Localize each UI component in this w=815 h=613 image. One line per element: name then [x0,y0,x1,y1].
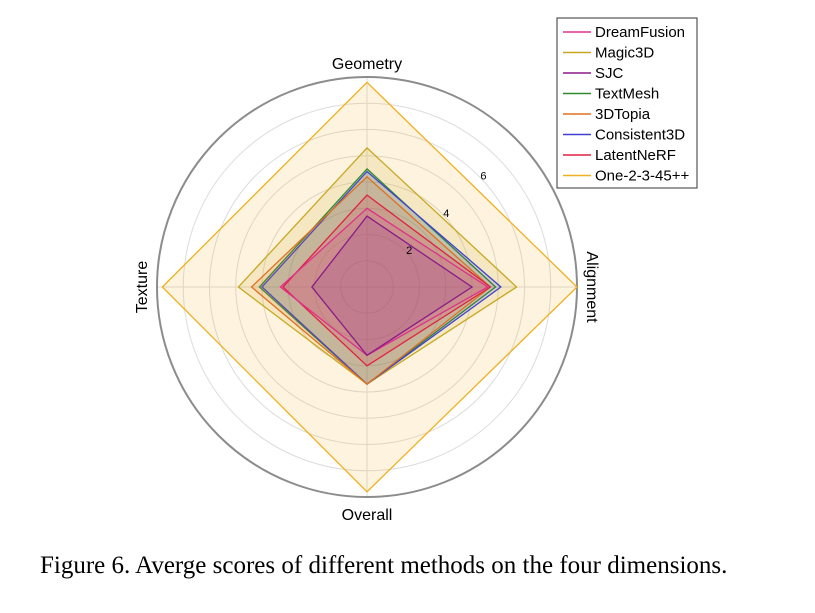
axis-label-texture: Texture [134,261,151,314]
tick-label: 4 [443,208,449,220]
legend-entry-dreamfusion: DreamFusion [595,24,685,41]
series-polygon-one-2-3-45- [161,81,578,493]
legend: DreamFusion Magic3D SJC TextMesh 3DTopia Cons… [556,17,698,189]
legend-entry-textmesh: TextMesh [595,86,659,103]
series-polygons [161,81,578,493]
legend-entry-3dtopia: 3DTopia [595,106,651,123]
legend-entry-consistent3d: Consistent3D [595,127,685,144]
legend-entry-magic3d: Magic3D [595,45,654,62]
axis-label-alignment: Alignment [583,251,600,323]
figure-caption: Figure 6. Averge scores of different met… [40,552,728,579]
series-polygon-3dtopia [250,175,492,385]
axis-label-overall: Overall [342,507,393,524]
legend-box [556,17,698,189]
tick-label: 2 [406,245,412,257]
series-polygon-sjc [311,215,474,357]
radar-chart: 2 4 6 Geometry Alignment Overall Texture Drea… [134,17,698,524]
legend-entry-sjc: SJC [595,65,624,82]
radial-tick-labels: 2 4 6 [406,171,486,257]
axis-labels: Geometry Alignment Overall Texture [134,56,600,524]
legend-entry-one-2-3-45-: One-2-3-45++ [595,168,689,185]
tick-label: 6 [480,171,486,183]
legend-entry-latentnerf: LatentNeRF [595,147,676,164]
axis-label-geometry: Geometry [332,56,402,73]
